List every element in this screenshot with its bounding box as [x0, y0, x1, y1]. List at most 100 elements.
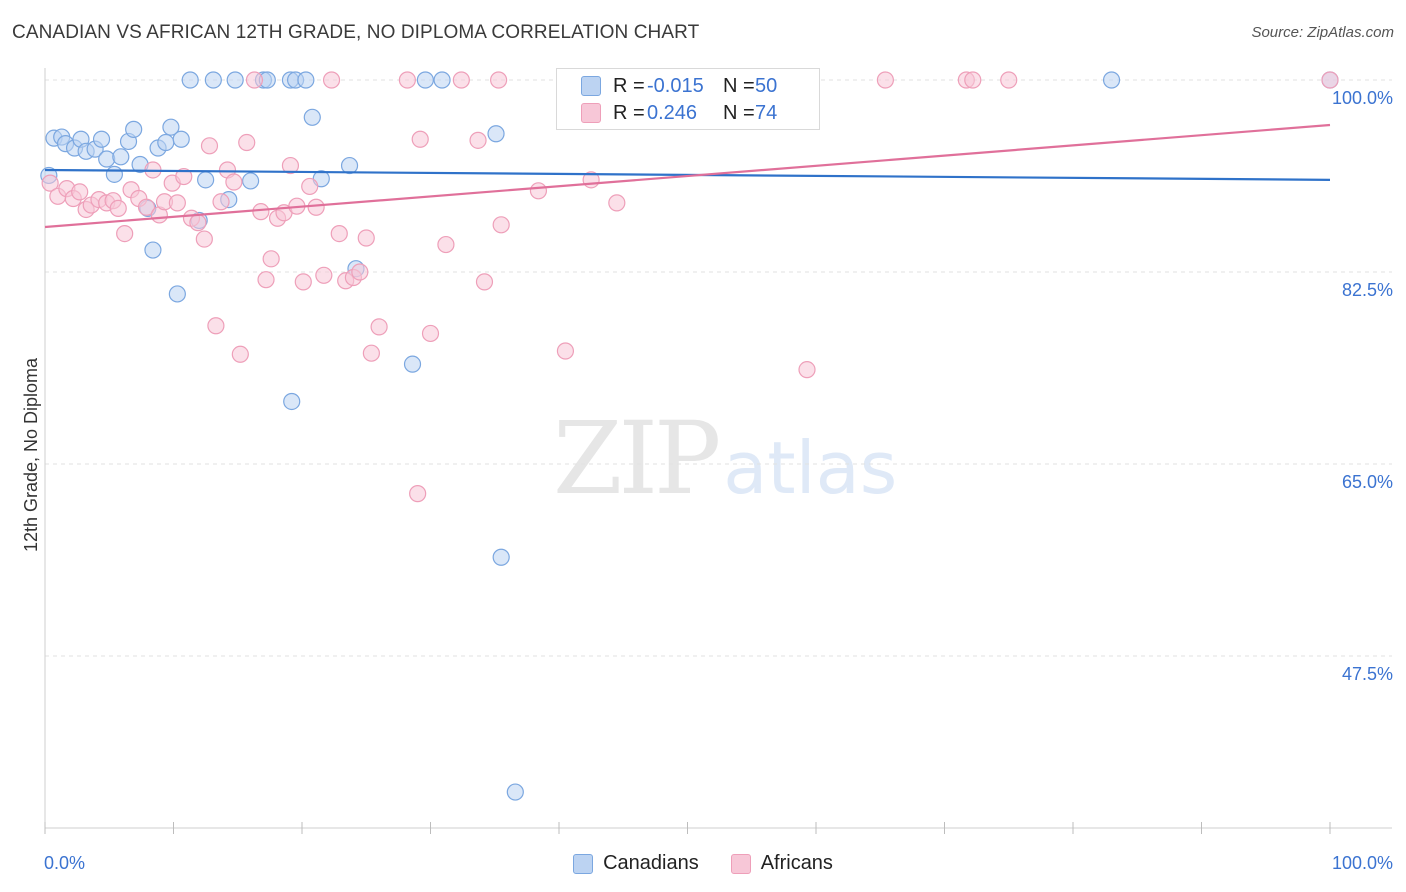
african-point: [398, 71, 416, 89]
african-point: [294, 273, 312, 291]
x-tick-label-end: 100.0%: [1332, 853, 1393, 873]
africans-swatch: [730, 853, 751, 874]
canadian-point: [144, 241, 162, 259]
african-point: [330, 225, 348, 243]
african-trend-line: [44, 123, 1331, 229]
african-point: [409, 485, 427, 503]
y-tick-label: 47.5%: [1342, 664, 1393, 684]
r-label: R =: [613, 101, 645, 124]
canadian-point: [433, 71, 451, 89]
canadian-point: [416, 71, 434, 89]
african-point: [876, 71, 894, 89]
legend-item-canadians[interactable]: Canadians: [573, 852, 699, 875]
african-point: [225, 173, 243, 191]
canadian-point: [506, 783, 524, 801]
canadian-point: [197, 171, 215, 189]
african-point: [168, 194, 186, 212]
african-point: [116, 225, 134, 243]
watermark-zip: ZIP: [553, 400, 721, 517]
african-point: [262, 250, 280, 268]
african-point: [556, 342, 575, 360]
chart-title: CANADIAN VS AFRICAN 12TH GRADE, NO DIPLO…: [12, 22, 700, 43]
canadian-point: [162, 118, 180, 136]
canadian-point: [283, 392, 301, 411]
african-point: [411, 130, 429, 148]
african-point: [529, 182, 548, 200]
african-point: [245, 71, 264, 89]
african-point: [798, 361, 816, 379]
canadian-point: [403, 355, 422, 373]
african-point: [492, 216, 510, 234]
african-point: [452, 71, 470, 89]
african-point: [207, 317, 225, 335]
y-tick-label: 65.0%: [1342, 472, 1393, 492]
african-point: [357, 229, 375, 247]
african-point: [490, 71, 508, 89]
african-point: [175, 167, 193, 186]
legend-row-canadians: R = -0.015 N = 50: [581, 73, 777, 99]
african-point: [322, 71, 341, 89]
legend-item-africans[interactable]: Africans: [730, 852, 833, 875]
african-point: [238, 133, 256, 152]
african-point: [109, 199, 127, 217]
canadian-point: [1102, 71, 1121, 89]
r-value: 0.246: [647, 101, 698, 124]
watermark-atlas: atlas: [723, 426, 898, 510]
africans-swatch: [581, 103, 601, 123]
canadian-point: [98, 150, 116, 168]
african-point: [421, 324, 440, 343]
canadian-point: [125, 120, 143, 138]
canadian-point: [492, 548, 510, 566]
legend-label-canadians: Canadians: [603, 852, 699, 874]
canadian-point: [242, 172, 260, 190]
y-tick-label: 100.0%: [1332, 88, 1393, 108]
canadian-point: [105, 165, 123, 183]
african-point: [351, 263, 369, 281]
african-point: [231, 345, 249, 363]
african-point: [189, 214, 207, 232]
canadian-point: [168, 285, 186, 303]
canadian-point: [303, 108, 321, 126]
canadian-point: [181, 71, 199, 89]
african-point: [315, 266, 333, 284]
canadians-swatch: [573, 853, 594, 874]
canadians-swatch: [581, 76, 601, 96]
canadian-point: [340, 156, 359, 175]
legend-row-africans: R = 0.246 N = 74: [581, 100, 777, 126]
african-point: [608, 194, 626, 212]
african-point: [362, 344, 380, 362]
african-point: [301, 177, 319, 196]
canadian-point: [226, 71, 244, 89]
r-value: -0.015: [647, 74, 704, 97]
african-point: [370, 318, 388, 336]
source-label: Source: ZipAtlas.com: [1251, 24, 1394, 41]
y-axis-label: 12th Grade, No Diploma: [21, 357, 41, 552]
african-point: [252, 203, 270, 221]
n-value: 74: [755, 101, 778, 124]
n-value: 50: [755, 74, 778, 97]
african-point: [41, 174, 59, 192]
african-point: [1000, 71, 1018, 89]
y-tick-label: 82.5%: [1342, 280, 1393, 300]
african-point: [437, 235, 455, 254]
canadian-point: [204, 71, 222, 89]
legend-label-africans: Africans: [760, 852, 833, 874]
african-point: [307, 198, 325, 216]
canadian-point: [172, 130, 190, 148]
n-label: N =: [723, 101, 755, 124]
x-tick-label-start: 0.0%: [44, 853, 85, 873]
r-label: R =: [613, 74, 645, 97]
african-point: [71, 183, 89, 201]
canadian-point: [92, 130, 111, 148]
canadian-point: [297, 71, 315, 89]
canadian-point: [157, 133, 175, 152]
african-point: [195, 230, 213, 248]
african-point: [137, 198, 156, 216]
african-point: [964, 71, 982, 89]
african-point: [281, 156, 300, 175]
canadian-point: [112, 148, 130, 166]
african-point: [212, 193, 230, 211]
correlation-legend: R = -0.015 N = 50 R = 0.246 N = 74: [556, 68, 820, 130]
series-legend: Canadians Africans: [0, 852, 1406, 875]
